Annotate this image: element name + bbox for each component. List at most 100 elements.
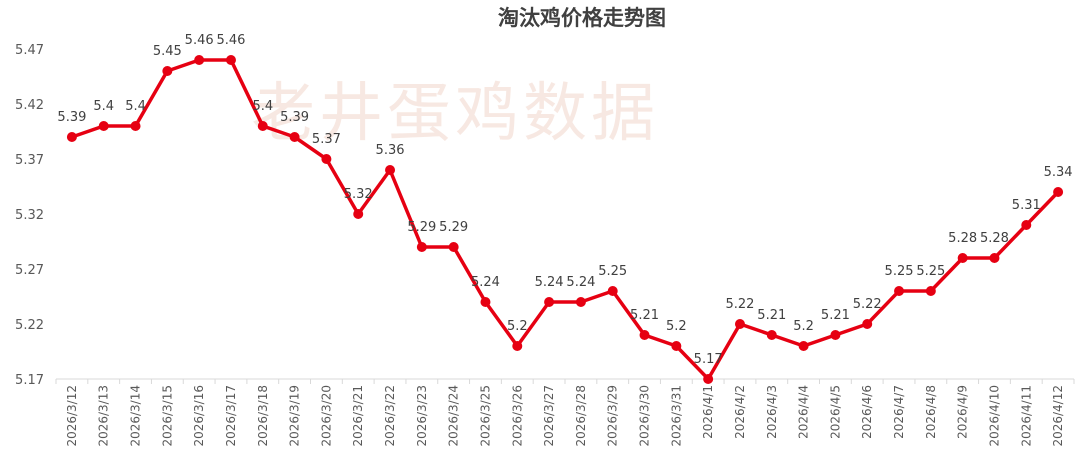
data-label: 5.21 (630, 308, 659, 323)
data-point (130, 121, 141, 131)
data-label: 5.2 (793, 319, 814, 334)
y-tick-label: 5.42 (15, 98, 44, 113)
y-tick-label: 5.22 (15, 318, 44, 333)
data-label: 5.29 (407, 220, 436, 235)
x-tick-label: 2026/4/8 (924, 385, 938, 439)
data-label: 5.25 (598, 264, 627, 279)
x-tick-label: 2026/4/6 (860, 385, 874, 439)
data-label: 5.22 (853, 297, 882, 312)
data-point (353, 209, 364, 219)
data-label: 5.36 (376, 143, 405, 158)
data-point (448, 242, 459, 252)
data-label: 5.28 (980, 231, 1009, 246)
data-label: 5.46 (216, 33, 245, 48)
data-point (607, 286, 618, 296)
data-point (162, 66, 173, 76)
data-label: 5.45 (153, 44, 182, 59)
data-label: 5.24 (535, 275, 564, 290)
x-tick-label: 2026/4/2 (733, 385, 747, 439)
data-point (798, 341, 809, 351)
data-point (989, 253, 1000, 263)
data-point (894, 286, 905, 296)
data-points (66, 55, 1064, 384)
x-tick-label: 2026/3/27 (542, 385, 556, 447)
x-tick-label: 2026/4/9 (956, 385, 970, 439)
data-point (1053, 187, 1064, 197)
data-point (66, 132, 77, 142)
data-point (544, 297, 555, 307)
x-axis-ticks: 2026/3/12 2026/3/13 2026/3/14 2026/3/15 2026… (55, 379, 1075, 447)
data-label: 5.21 (757, 308, 786, 323)
data-label: 5.24 (566, 275, 595, 290)
x-tick-label: 2026/3/21 (351, 385, 365, 447)
x-tick-label: 2026/4/3 (765, 385, 779, 439)
y-axis-ticks: 5.17 5.22 5.27 5.32 5.37 5.42 5.47 (15, 43, 44, 388)
y-tick-label: 5.37 (15, 153, 44, 168)
data-label: 5.31 (1012, 198, 1041, 213)
data-label: 5.4 (125, 99, 146, 114)
data-point (862, 319, 873, 329)
x-tick-label: 2026/4/1 (701, 385, 715, 439)
data-label: 5.37 (312, 132, 341, 147)
series-price (71, 58, 1060, 381)
data-label: 5.29 (439, 220, 468, 235)
x-tick-label: 2026/4/10 (987, 385, 1001, 447)
data-point (98, 121, 109, 131)
chart-title: 淘汰鸡价格走势图 (498, 5, 666, 30)
x-tick-label: 2026/4/12 (1051, 385, 1065, 447)
x-tick-label: 2026/3/15 (160, 385, 174, 447)
data-label: 5.2 (666, 319, 687, 334)
data-point (257, 121, 268, 131)
data-point (575, 297, 586, 307)
x-tick-label: 2026/3/18 (256, 385, 270, 447)
data-label: 5.34 (1044, 165, 1073, 180)
series-line (71, 58, 1060, 381)
x-tick-label: 2026/3/19 (288, 385, 302, 447)
y-tick-label: 5.17 (15, 373, 44, 388)
data-label: 5.4 (252, 99, 273, 114)
x-tick-label: 2026/3/22 (383, 385, 397, 447)
data-label: 5.22 (725, 297, 754, 312)
x-tick-label: 2026/3/26 (510, 385, 524, 447)
x-tick-label: 2026/3/17 (224, 385, 238, 447)
data-point (766, 330, 777, 340)
x-tick-label: 2026/4/4 (797, 385, 811, 439)
x-tick-label: 2026/4/11 (1019, 385, 1033, 447)
data-label: 5.46 (185, 33, 214, 48)
data-label: 5.39 (280, 110, 309, 125)
x-tick-label: 2026/3/23 (415, 385, 429, 447)
data-point (734, 319, 745, 329)
data-label: 5.25 (885, 264, 914, 279)
data-label: 5.39 (57, 110, 86, 125)
x-tick-label: 2026/4/7 (892, 385, 906, 439)
data-label: 5.24 (471, 275, 500, 290)
data-point (225, 55, 236, 65)
x-tick-label: 2026/4/5 (828, 385, 842, 439)
data-point (194, 55, 205, 65)
x-tick-label: 2026/3/13 (97, 385, 111, 447)
x-tick-label: 2026/3/31 (669, 385, 683, 447)
data-point (671, 341, 682, 351)
data-point (639, 330, 650, 340)
data-point (512, 341, 523, 351)
data-point (830, 330, 841, 340)
x-tick-label: 2026/3/30 (638, 385, 652, 447)
y-tick-label: 5.32 (15, 208, 44, 223)
x-tick-label: 2026/3/14 (129, 385, 143, 447)
data-point (321, 154, 332, 164)
data-point (925, 286, 936, 296)
x-tick-label: 2026/3/16 (192, 385, 206, 447)
data-point (385, 165, 396, 175)
x-tick-label: 2026/3/12 (65, 385, 79, 447)
x-tick-label: 2026/3/24 (447, 385, 461, 447)
data-point (957, 253, 968, 263)
y-tick-label: 5.47 (15, 43, 44, 58)
data-label: 5.32 (344, 187, 373, 202)
data-label: 5.28 (948, 231, 977, 246)
data-point (1021, 220, 1032, 230)
x-tick-label: 2026/3/28 (574, 385, 588, 447)
data-label: 5.25 (916, 264, 945, 279)
data-point (480, 297, 491, 307)
